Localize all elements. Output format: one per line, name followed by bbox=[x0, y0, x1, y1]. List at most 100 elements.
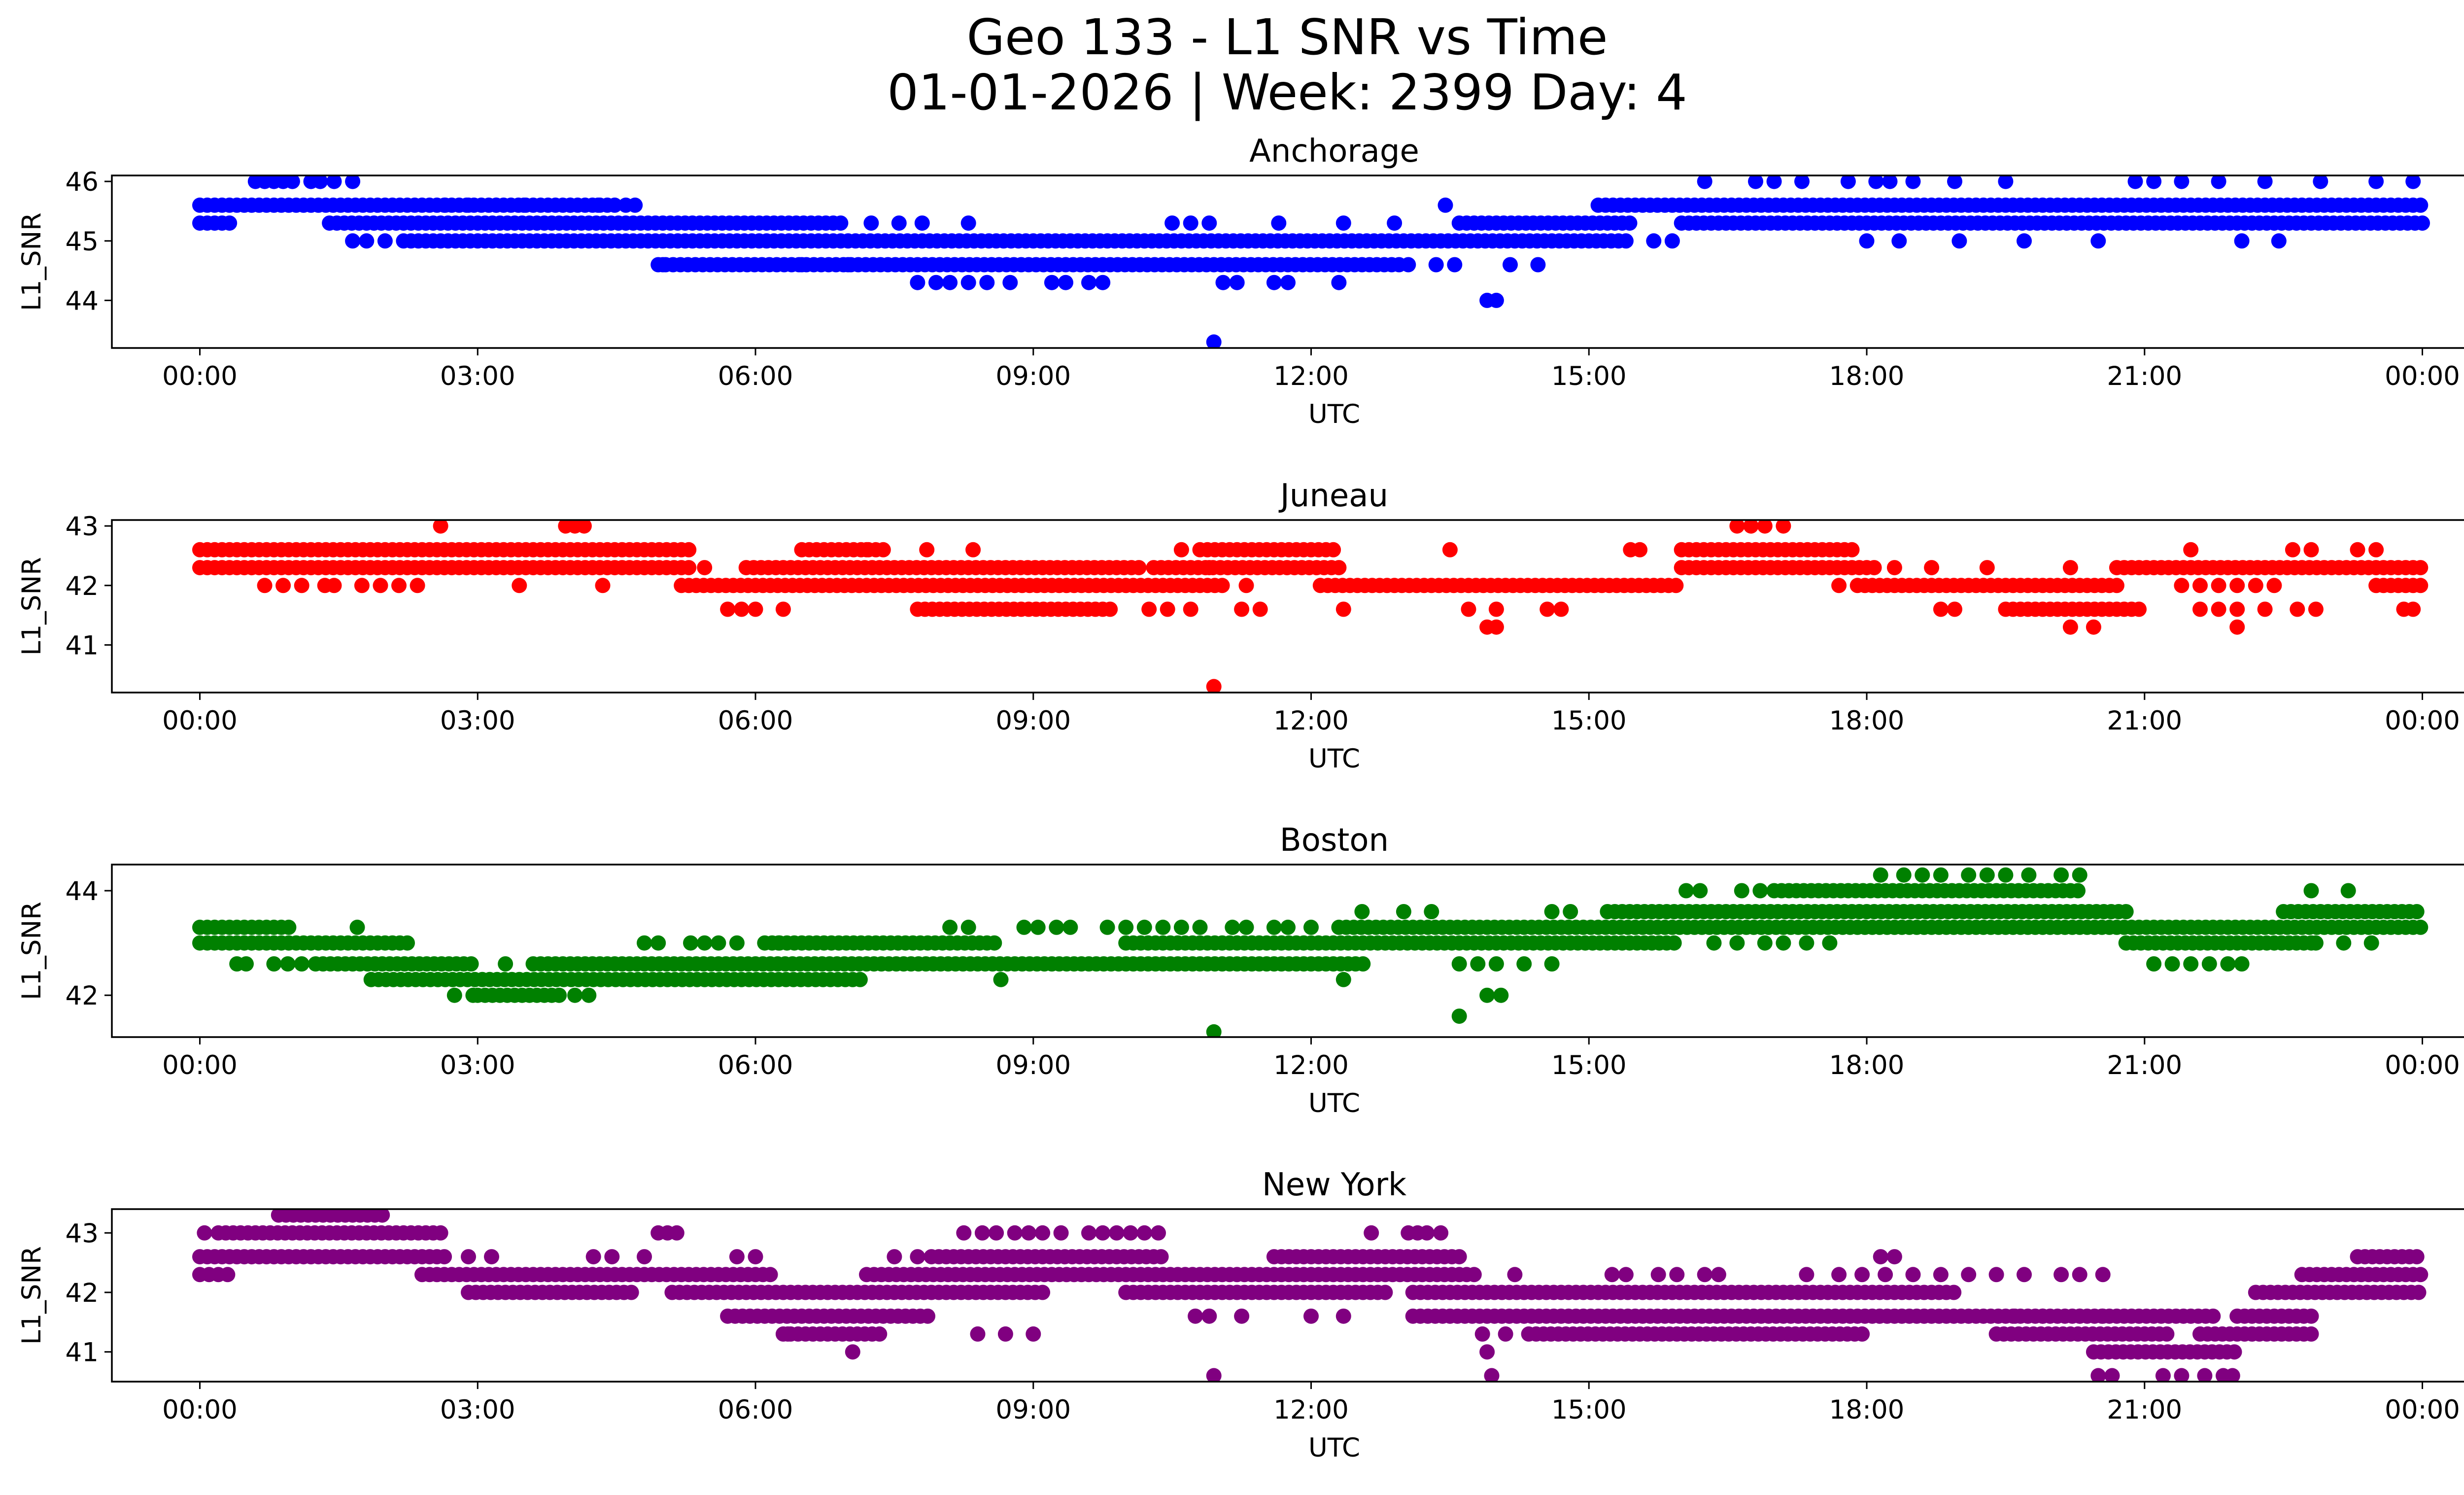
data-point bbox=[284, 175, 300, 189]
data-point bbox=[1866, 560, 1882, 576]
data-point bbox=[2313, 175, 2328, 189]
data-point bbox=[2413, 578, 2429, 593]
data-point bbox=[2109, 578, 2124, 593]
data-point bbox=[1266, 275, 1282, 290]
data-point bbox=[1035, 1285, 1051, 1300]
x-tick-label: 00:00 bbox=[162, 706, 238, 736]
data-point bbox=[2350, 542, 2365, 557]
y-tick-label: 42 bbox=[66, 571, 99, 601]
x-tick-label: 09:00 bbox=[995, 706, 1071, 736]
data-point bbox=[1896, 867, 1912, 883]
data-point bbox=[1401, 257, 1416, 273]
x-tick-label: 12:00 bbox=[1273, 361, 1349, 391]
data-point bbox=[1729, 520, 1745, 534]
data-point bbox=[840, 257, 856, 273]
data-point bbox=[607, 197, 622, 213]
y-tick-label: 43 bbox=[66, 1218, 99, 1249]
x-tick-label: 18:00 bbox=[1829, 1395, 1905, 1425]
data-point bbox=[516, 197, 532, 213]
data-point bbox=[1303, 1308, 1319, 1324]
data-point bbox=[2303, 542, 2319, 557]
data-point bbox=[1081, 275, 1096, 290]
data-point bbox=[1692, 883, 1708, 899]
data-point bbox=[2224, 1368, 2240, 1382]
x-tick-label: 03:00 bbox=[440, 1050, 515, 1080]
data-point bbox=[2234, 956, 2250, 972]
figure-title-line2: 01-01-2026 | Week: 2399 Day: 4 bbox=[887, 64, 1687, 121]
data-point bbox=[1666, 935, 1682, 951]
data-point bbox=[1752, 883, 1768, 899]
data-point bbox=[2368, 542, 2384, 557]
data-point bbox=[1988, 1267, 2004, 1283]
data-point bbox=[2146, 175, 2162, 189]
data-point bbox=[780, 1326, 796, 1342]
data-point bbox=[974, 1225, 990, 1241]
x-tick-label: 00:00 bbox=[162, 361, 238, 391]
data-point bbox=[697, 560, 713, 576]
data-point bbox=[2072, 867, 2088, 883]
data-point bbox=[1854, 1267, 1870, 1283]
data-point bbox=[1748, 175, 1763, 189]
data-point bbox=[2257, 601, 2273, 617]
axes-frame bbox=[111, 1208, 2464, 1383]
data-point bbox=[960, 919, 976, 935]
data-point bbox=[1229, 275, 1245, 290]
data-point bbox=[2159, 1326, 2175, 1342]
data-point bbox=[2211, 578, 2226, 593]
x-tick-label: 21:00 bbox=[2107, 1395, 2182, 1425]
data-point bbox=[1335, 972, 1351, 987]
x-tick-label: 09:00 bbox=[995, 1050, 1071, 1080]
data-point bbox=[567, 987, 583, 1003]
data-point bbox=[2127, 175, 2143, 189]
data-point bbox=[1859, 233, 1875, 249]
data-point bbox=[345, 175, 361, 189]
data-point bbox=[2146, 956, 2162, 972]
data-point bbox=[461, 197, 476, 213]
data-point bbox=[2409, 904, 2425, 919]
data-point bbox=[2192, 578, 2208, 593]
data-point bbox=[2308, 935, 2324, 951]
x-tick-label: 06:00 bbox=[718, 1395, 793, 1425]
data-point bbox=[1507, 1267, 1523, 1283]
data-point bbox=[1998, 175, 2014, 189]
axes-frame bbox=[111, 174, 2464, 349]
data-point bbox=[1979, 867, 1995, 883]
data-point bbox=[1668, 578, 1684, 593]
x-tick-label: 06:00 bbox=[718, 1050, 793, 1080]
data-point bbox=[326, 175, 342, 189]
x-tick-label: 15:00 bbox=[1551, 1395, 1627, 1425]
data-point bbox=[1355, 956, 1371, 972]
data-point bbox=[919, 542, 935, 557]
data-point bbox=[762, 1267, 778, 1283]
data-point bbox=[2095, 1267, 2111, 1283]
data-point bbox=[1854, 1326, 1870, 1342]
x-tick-label: 03:00 bbox=[440, 361, 515, 391]
data-point bbox=[1484, 1368, 1500, 1382]
data-point bbox=[1488, 619, 1504, 635]
data-point bbox=[989, 1225, 1004, 1241]
data-point bbox=[928, 275, 944, 290]
data-point bbox=[794, 257, 810, 273]
data-point bbox=[562, 197, 578, 213]
scatter-series bbox=[192, 520, 2429, 693]
y-tick-label: 45 bbox=[66, 227, 99, 257]
data-point bbox=[2095, 1308, 2111, 1324]
x-tick-label: 00:00 bbox=[162, 1395, 238, 1425]
data-point bbox=[1886, 1249, 1902, 1265]
data-point bbox=[438, 197, 453, 213]
data-point bbox=[1183, 215, 1198, 231]
data-point bbox=[748, 1249, 763, 1265]
data-point bbox=[1331, 275, 1347, 290]
data-point bbox=[1206, 1368, 1222, 1382]
data-point bbox=[1873, 1249, 1888, 1265]
data-point bbox=[2220, 956, 2236, 972]
data-point bbox=[1131, 560, 1147, 576]
data-point bbox=[1192, 919, 1208, 935]
data-point bbox=[2229, 619, 2245, 635]
data-point bbox=[1632, 542, 1648, 557]
data-point bbox=[2229, 601, 2245, 617]
data-point bbox=[2234, 233, 2250, 249]
data-point bbox=[669, 1225, 684, 1241]
data-point bbox=[2413, 1267, 2429, 1283]
data-point bbox=[1335, 215, 1351, 231]
